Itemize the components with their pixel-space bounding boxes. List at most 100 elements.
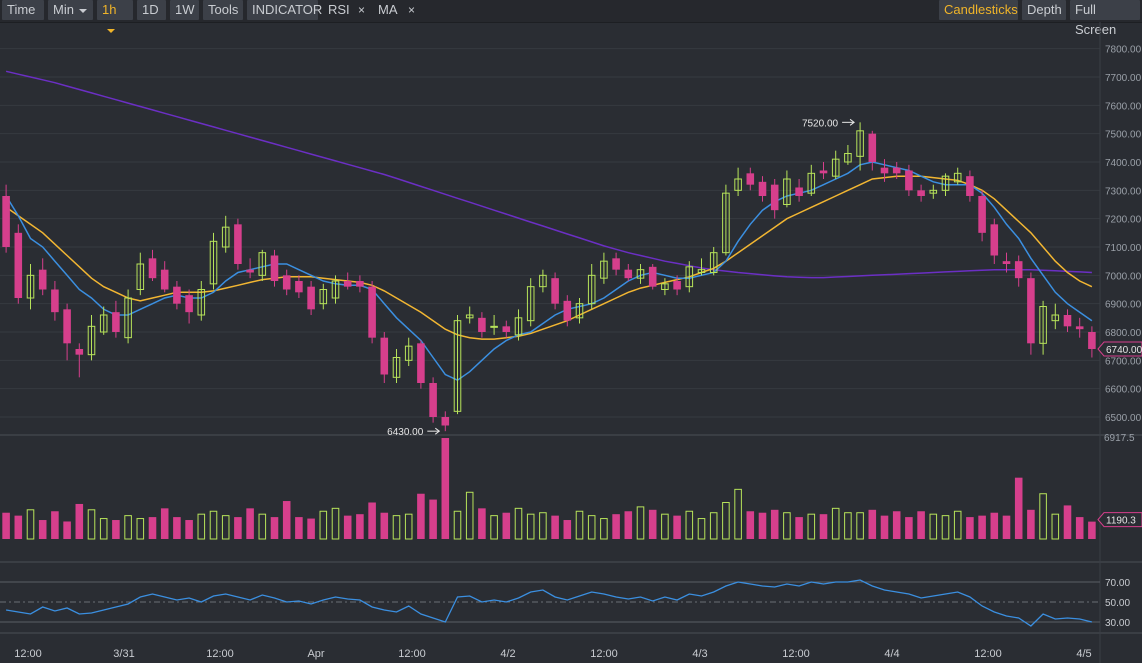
depth-label: Depth bbox=[1027, 2, 1062, 17]
last-volume-label: 1190.3 bbox=[1106, 516, 1136, 527]
candle bbox=[258, 249, 267, 281]
candle bbox=[685, 261, 694, 293]
price-tick-label: 7500.00 bbox=[1105, 130, 1142, 141]
ma-indicator-tag[interactable]: MA bbox=[373, 0, 403, 20]
volume-bar bbox=[63, 521, 71, 539]
rsi-indicator-tag[interactable]: RSI bbox=[323, 0, 355, 20]
candle-body bbox=[417, 343, 425, 383]
price-tick-label: 6500.00 bbox=[1105, 413, 1142, 424]
volume-bar bbox=[343, 515, 352, 539]
volume-bar bbox=[87, 509, 96, 540]
candle-body bbox=[392, 357, 401, 378]
candle bbox=[1002, 252, 1011, 273]
candle-body bbox=[404, 345, 413, 361]
candle-body bbox=[343, 281, 352, 287]
candle bbox=[87, 315, 96, 361]
volume-bar bbox=[880, 515, 889, 539]
interval-1h-dropdown[interactable]: 1h bbox=[97, 0, 133, 33]
volume-bar bbox=[356, 514, 364, 539]
rsi-line bbox=[5, 579, 1093, 627]
candle-body bbox=[270, 255, 279, 281]
price-axis: 7800.00 7700.00 7600.00 7500.00 7400.00 7300.… bbox=[1104, 45, 1142, 629]
price-grid bbox=[0, 22, 1142, 663]
volume-bar bbox=[819, 514, 828, 539]
volume-bar bbox=[734, 488, 742, 540]
ma-close-icon[interactable]: × bbox=[405, 0, 418, 20]
candle-body bbox=[63, 309, 71, 344]
indicator-button[interactable]: INDICATOR bbox=[247, 0, 322, 20]
ma-label: MA bbox=[378, 2, 398, 17]
price-tick-label: 7300.00 bbox=[1105, 186, 1142, 197]
candle bbox=[734, 167, 742, 196]
volume-bar bbox=[709, 512, 718, 540]
candle-body bbox=[636, 269, 645, 279]
candle-body bbox=[783, 178, 791, 205]
candle-body bbox=[648, 266, 657, 287]
candle bbox=[892, 162, 901, 179]
volume-bar bbox=[966, 517, 974, 539]
price-tick-label: 6900.00 bbox=[1105, 300, 1142, 311]
candle-body bbox=[124, 297, 132, 339]
depth-button[interactable]: Depth bbox=[1022, 0, 1066, 20]
candlesticks-button[interactable]: Candlesticks bbox=[939, 0, 1018, 20]
fullscreen-button[interactable]: Full Screen bbox=[1070, 0, 1140, 37]
candle-body bbox=[600, 260, 608, 279]
interval-1d-label: 1D bbox=[142, 2, 159, 17]
volume-bar bbox=[575, 510, 584, 540]
candle bbox=[539, 269, 547, 293]
caret-down-icon bbox=[78, 8, 87, 13]
candle-body bbox=[856, 130, 864, 157]
candle bbox=[807, 164, 816, 196]
candle bbox=[758, 176, 767, 202]
volume-bar bbox=[75, 503, 84, 539]
last-price-box bbox=[1097, 341, 1142, 357]
candle-body bbox=[319, 289, 328, 305]
volume-bar bbox=[685, 510, 694, 540]
candle bbox=[173, 281, 181, 310]
candle bbox=[783, 170, 791, 208]
volume-bar bbox=[112, 520, 120, 539]
tools-button[interactable]: Tools bbox=[203, 0, 243, 20]
min-dropdown[interactable]: Min bbox=[48, 0, 93, 20]
candle bbox=[368, 281, 376, 344]
volume-bar bbox=[539, 512, 547, 540]
volume-bar bbox=[758, 512, 767, 539]
time-axis: 12:00 3/31 12:00 Apr 12:00 4/2 12:00 4/3 12:00 4/… bbox=[14, 648, 1091, 660]
volume-bar bbox=[99, 518, 108, 540]
volume-bar bbox=[2, 512, 10, 539]
candle-body bbox=[539, 274, 547, 288]
last-price-label: 6740.00 bbox=[1106, 345, 1142, 356]
time-tick-label: 4/5 bbox=[1076, 648, 1091, 660]
annotation-arrow-head bbox=[434, 427, 441, 435]
volume-bar bbox=[14, 515, 23, 539]
time-tick-label: 12:00 bbox=[14, 648, 42, 660]
volume-bar bbox=[148, 517, 157, 539]
candle-body bbox=[209, 240, 218, 285]
candle bbox=[917, 184, 925, 202]
candle bbox=[502, 320, 511, 338]
volume-bar bbox=[51, 511, 59, 539]
candlestick-chart[interactable]: 7800.00 7700.00 7600.00 7500.00 7400.00 7300.… bbox=[0, 22, 1142, 663]
volume-bar bbox=[1002, 515, 1011, 539]
time-tick-label: 3/31 bbox=[113, 648, 134, 660]
candle-body bbox=[685, 266, 694, 288]
ma-fast-line bbox=[5, 161, 1093, 382]
annotation-arrow-head bbox=[849, 118, 855, 126]
candle-body bbox=[75, 349, 84, 355]
candle bbox=[905, 164, 913, 196]
candle-body bbox=[234, 224, 242, 264]
candles[interactable] bbox=[2, 122, 1096, 432]
price-tick-label: 6700.00 bbox=[1105, 356, 1142, 367]
time-tick-label: 4/2 bbox=[500, 648, 515, 660]
candle bbox=[331, 275, 340, 304]
interval-1d-button[interactable]: 1D bbox=[137, 0, 166, 20]
candle bbox=[295, 275, 303, 298]
time-button[interactable]: Time bbox=[2, 0, 44, 20]
volume-bar bbox=[465, 491, 474, 540]
candle-body bbox=[368, 286, 376, 338]
candle-body bbox=[282, 275, 291, 290]
rsi-close-icon[interactable]: × bbox=[355, 0, 368, 20]
candle-body bbox=[197, 289, 206, 316]
volume-bar bbox=[746, 511, 755, 539]
interval-1w-button[interactable]: 1W bbox=[170, 0, 199, 20]
